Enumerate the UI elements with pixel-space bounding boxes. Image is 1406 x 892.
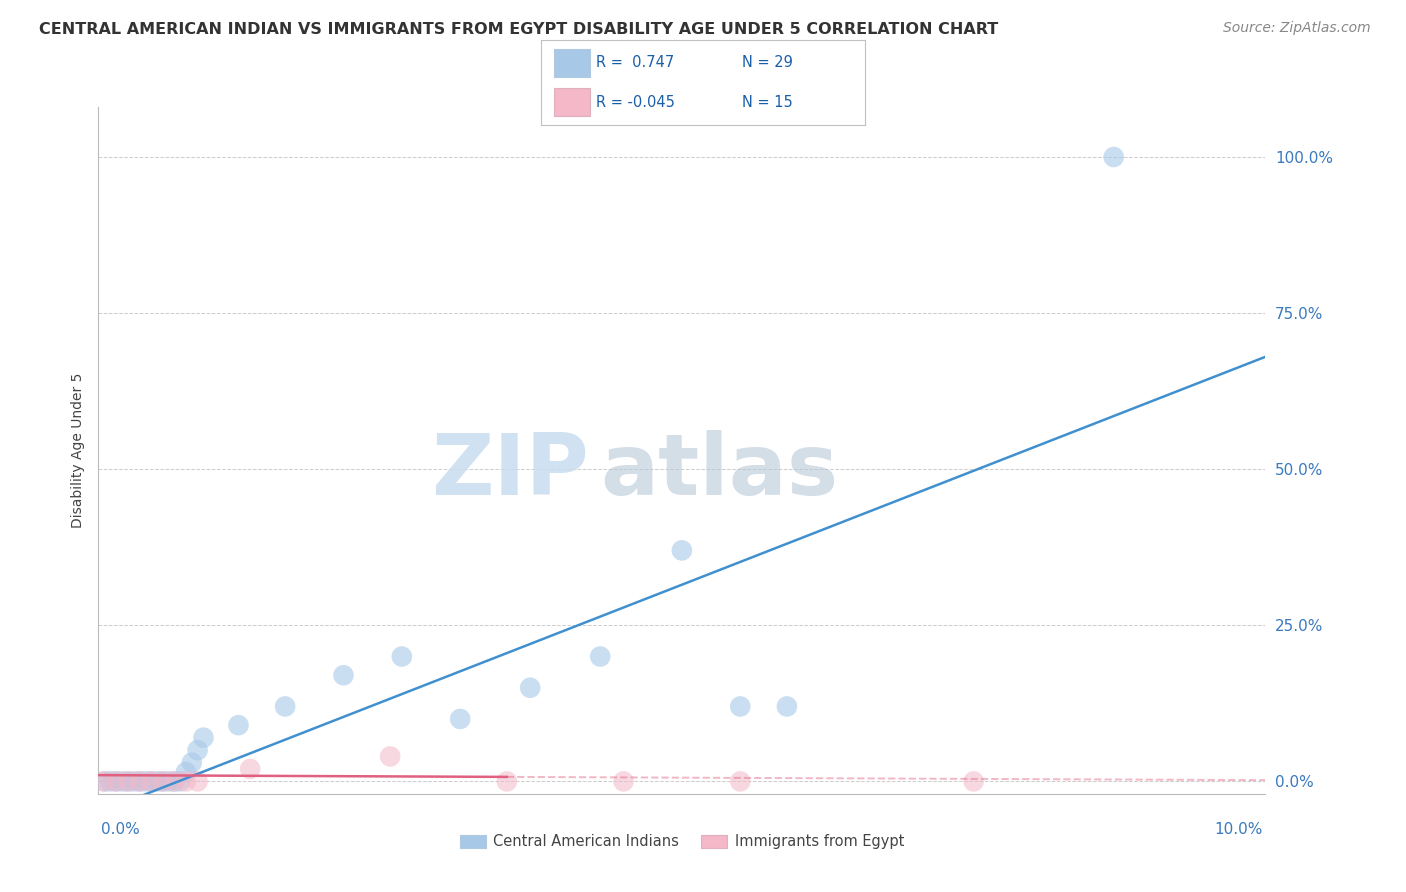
Point	[117, 774, 139, 789]
Point	[193, 731, 215, 745]
Point	[152, 774, 174, 789]
Y-axis label: Disability Age Under 5: Disability Age Under 5	[70, 373, 84, 528]
Text: N = 15: N = 15	[742, 95, 793, 110]
Text: ZIP: ZIP	[430, 430, 589, 513]
Point	[228, 718, 250, 732]
Point	[104, 774, 127, 789]
Bar	[554, 49, 591, 77]
Point	[495, 774, 517, 789]
Text: atlas: atlas	[600, 430, 838, 513]
Point	[152, 774, 174, 789]
Point	[449, 712, 471, 726]
Point	[163, 774, 186, 789]
Point	[111, 774, 134, 789]
Point	[157, 774, 180, 789]
Point	[187, 774, 209, 789]
Text: R =  0.747: R = 0.747	[596, 55, 675, 70]
Point	[128, 774, 150, 789]
Legend: Central American Indians, Immigrants from Egypt: Central American Indians, Immigrants fro…	[454, 829, 910, 855]
Point	[93, 774, 115, 789]
Point	[180, 756, 202, 770]
Point	[174, 774, 197, 789]
Point	[332, 668, 354, 682]
Point	[134, 774, 156, 789]
Text: N = 29: N = 29	[742, 55, 793, 70]
Point	[169, 774, 191, 789]
Point	[962, 774, 984, 789]
Text: 0.0%: 0.0%	[101, 822, 141, 837]
Text: Source: ZipAtlas.com: Source: ZipAtlas.com	[1223, 21, 1371, 35]
Point	[671, 543, 693, 558]
Point	[519, 681, 541, 695]
Point	[612, 774, 634, 789]
Point	[776, 699, 799, 714]
Point	[187, 743, 209, 757]
Point	[122, 774, 145, 789]
Point	[139, 774, 162, 789]
Point	[128, 774, 150, 789]
Point	[589, 649, 612, 664]
Point	[730, 699, 752, 714]
Point	[391, 649, 413, 664]
Point	[174, 764, 197, 780]
Point	[274, 699, 297, 714]
Text: CENTRAL AMERICAN INDIAN VS IMMIGRANTS FROM EGYPT DISABILITY AGE UNDER 5 CORRELAT: CENTRAL AMERICAN INDIAN VS IMMIGRANTS FR…	[39, 22, 998, 37]
Point	[1102, 150, 1125, 164]
Point	[378, 749, 402, 764]
Point	[239, 762, 262, 776]
Point	[146, 774, 169, 789]
Point	[93, 774, 115, 789]
Bar	[554, 88, 591, 116]
Point	[104, 774, 127, 789]
Point	[98, 774, 121, 789]
Text: R = -0.045: R = -0.045	[596, 95, 675, 110]
Point	[117, 774, 139, 789]
Point	[163, 774, 186, 789]
Point	[139, 774, 162, 789]
Text: 10.0%: 10.0%	[1215, 822, 1263, 837]
Point	[730, 774, 752, 789]
